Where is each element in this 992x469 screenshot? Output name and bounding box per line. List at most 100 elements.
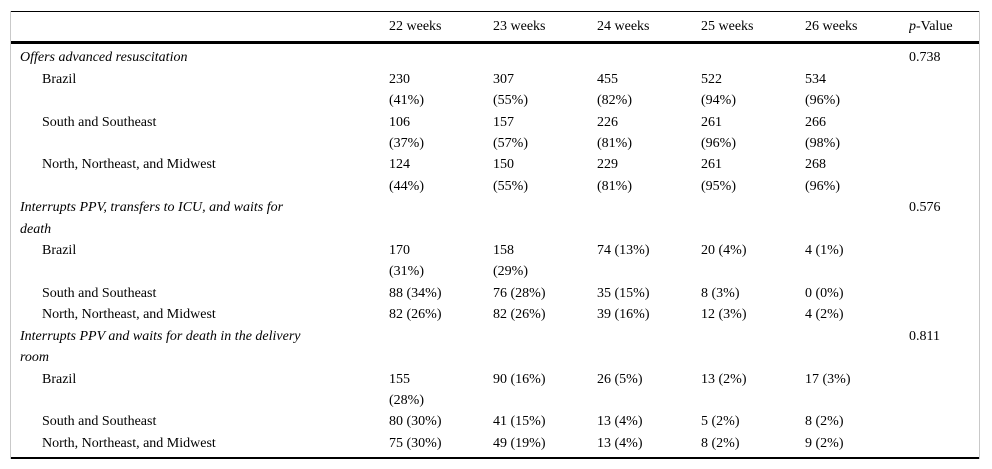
p-value-empty [909, 432, 979, 460]
header-p-value: p-Value [909, 10, 979, 45]
cell-23w: 90 (16%) [493, 371, 546, 387]
row-label: North, Northeast, and Midwest [42, 307, 216, 323]
cell-22w: 75 (30%) [389, 432, 493, 460]
p-value-empty [909, 240, 979, 283]
cell-24w: 13 (4%) [597, 432, 701, 460]
row-label-cell: North, Northeast, and Midwest [11, 304, 389, 325]
cell-24w: 39 (16%) [597, 307, 650, 323]
row-label-cell: Brazil [11, 369, 389, 412]
p-value-cell: 0.576 [909, 200, 941, 216]
header-row: 22 weeks 23 weeks 24 weeks 25 weeks 26 w… [11, 10, 979, 45]
row-label-cell: South and Southeast [11, 112, 389, 155]
p-value-rest: -Value [916, 19, 953, 34]
header-empty-cell [11, 10, 389, 45]
cell-26w: 8 (2%) [805, 414, 844, 430]
table-row: South and Southeast 88 (34%) 76 (28%) 35… [11, 283, 979, 304]
table-row: Brazil 230 (41%) 307 (55%) 455 (82%) 522… [11, 69, 979, 112]
cell-22w: 82 (26%) [389, 307, 442, 323]
cell-24w: 13 (4%) [597, 414, 643, 430]
table-row: South and Southeast 106 (37%) 157 (57%) … [11, 112, 979, 155]
cell-22w: 124 (44%) [389, 157, 424, 194]
p-value-empty [909, 369, 979, 412]
resuscitation-practices-table: 22 weeks 23 weeks 24 weeks 25 weeks 26 w… [11, 10, 979, 460]
section-row: Offers advanced resuscitation 0.738 [11, 43, 979, 69]
cell-25w: 20 (4%) [701, 243, 747, 259]
cell-24w: 35 (15%) [597, 285, 650, 301]
header-23-weeks: 23 weeks [493, 10, 597, 45]
cell-26w: 4 (2%) [805, 307, 844, 323]
cell-23w: 157 (57%) [493, 114, 528, 152]
cell-22w: 155 (28%) [389, 371, 424, 408]
cell-25w: 8 (3%) [701, 285, 740, 301]
row-label-cell: Brazil [11, 69, 389, 112]
cell-22w: 80 (30%) [389, 414, 442, 430]
row-label-cell: Brazil [11, 240, 389, 283]
header-22-weeks: 22 weeks [389, 10, 493, 45]
cell-24w: 226 (81%) [597, 114, 632, 152]
p-value-empty [909, 69, 979, 112]
cell-25w: 12 (3%) [701, 307, 747, 323]
cell-25w: 8 (2%) [701, 432, 805, 460]
row-label: Brazil [42, 243, 77, 259]
header-26-weeks: 26 weeks [805, 10, 909, 45]
header-24-weeks: 24 weeks [597, 10, 701, 45]
section-label: Offers advanced resuscitation [20, 50, 188, 66]
row-label: North, Northeast, and Midwest [42, 157, 216, 173]
cell-23w: 82 (26%) [493, 307, 546, 323]
row-label: South and Southeast [42, 285, 157, 301]
cell-23w: 307 (55%) [493, 71, 528, 109]
table-row: Brazil 155 (28%) 90 (16%) 26 (5%) 13 (2%… [11, 369, 979, 412]
cell-25w: 261 (95%) [701, 157, 736, 194]
cell-22w: 170 (31%) [389, 243, 424, 280]
cell-25w: 5 (2%) [701, 414, 740, 430]
row-label-cell: North, Northeast, and Midwest [11, 432, 389, 460]
p-value-italic-p: p [909, 19, 916, 34]
table-row: North, Northeast, and Midwest 75 (30%) 4… [11, 432, 979, 460]
cell-26w: 268 (96%) [805, 157, 840, 194]
section-row: Interrupts PPV and waits for death in th… [11, 326, 979, 369]
cell-26w: 266 (98%) [805, 114, 840, 152]
p-value-empty [909, 283, 979, 304]
cell-26w: 0 (0%) [805, 285, 844, 301]
cell-23w: 41 (15%) [493, 414, 546, 430]
p-value-empty [909, 411, 979, 432]
p-value-cell: 0.811 [909, 328, 940, 344]
cell-26w: 534 (96%) [805, 71, 840, 109]
cell-24w: 26 (5%) [597, 371, 643, 387]
row-label-cell: South and Southeast [11, 411, 389, 432]
cell-22w: 88 (34%) [389, 285, 442, 301]
table-row: South and Southeast 80 (30%) 41 (15%) 13… [11, 411, 979, 432]
cell-22w: 230 (41%) [389, 71, 424, 109]
p-value-empty [909, 112, 979, 155]
table-row: North, Northeast, and Midwest 124 (44%) … [11, 154, 979, 197]
p-value-empty [909, 154, 979, 197]
cell-25w: 261 (96%) [701, 114, 736, 152]
cell-24w: 229 (81%) [597, 157, 632, 194]
p-value-cell: 0.738 [909, 50, 941, 66]
cell-23w: 158 (29%) [493, 243, 528, 280]
cell-25w: 13 (2%) [701, 371, 747, 387]
row-label-cell: North, Northeast, and Midwest [11, 154, 389, 197]
table-row: Brazil 170 (31%) 158 (29%) 74 (13%) 20 (… [11, 240, 979, 283]
row-label-cell: South and Southeast [11, 283, 389, 304]
cell-26w: 17 (3%) [805, 371, 851, 387]
row-label: North, Northeast, and Midwest [42, 435, 216, 451]
header-25-weeks: 25 weeks [701, 10, 805, 45]
row-label: Brazil [42, 71, 77, 87]
section-label: Interrupts PPV and waits for death in th… [20, 328, 301, 366]
section-label: Interrupts PPV, transfers to ICU, and wa… [20, 200, 284, 237]
row-label: South and Southeast [42, 414, 157, 430]
table-row: North, Northeast, and Midwest 82 (26%) 8… [11, 304, 979, 325]
cell-26w: 4 (1%) [805, 243, 844, 259]
row-label: South and Southeast [42, 114, 157, 130]
cell-22w: 106 (37%) [389, 114, 424, 152]
cell-25w: 522 (94%) [701, 71, 736, 109]
cell-23w: 76 (28%) [493, 285, 546, 301]
cell-24w: 74 (13%) [597, 243, 650, 259]
p-value-empty [909, 304, 979, 325]
cell-23w: 150 (55%) [493, 157, 528, 194]
cell-23w: 49 (19%) [493, 432, 597, 460]
cell-26w: 9 (2%) [805, 432, 909, 460]
row-label: Brazil [42, 371, 77, 387]
section-row: Interrupts PPV, transfers to ICU, and wa… [11, 197, 979, 240]
